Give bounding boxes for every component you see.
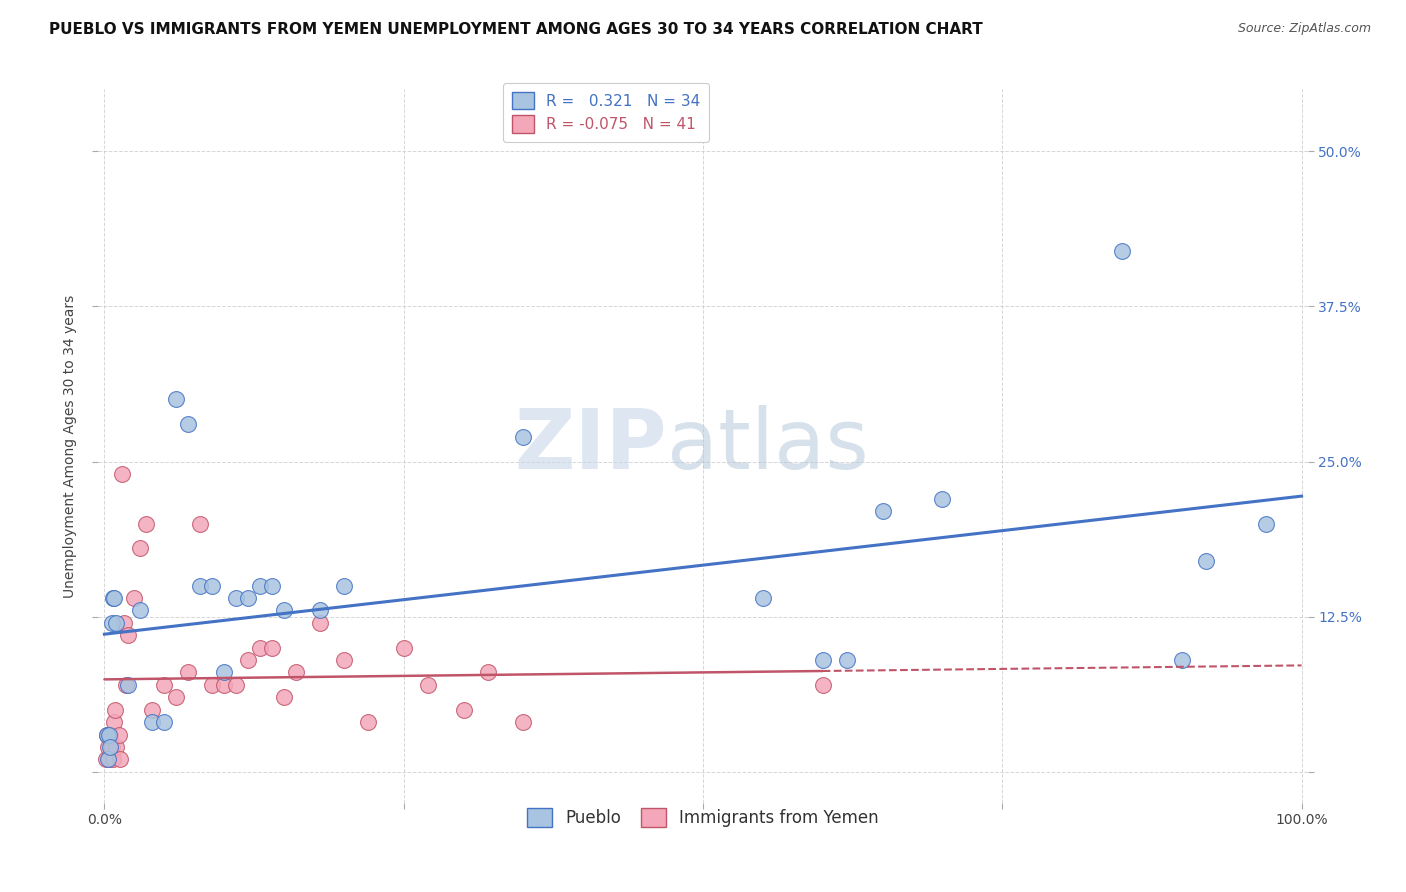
- Point: [97, 752, 120, 766]
- Point: [100, 739, 122, 754]
- Point: [153, 715, 176, 730]
- Point: [103, 715, 125, 730]
- Point: [811, 653, 834, 667]
- Point: [309, 603, 332, 617]
- Point: [1171, 653, 1194, 667]
- Point: [105, 615, 128, 630]
- Point: [101, 752, 124, 766]
- Text: atlas: atlas: [666, 406, 869, 486]
- Point: [931, 491, 953, 506]
- Point: [333, 579, 356, 593]
- Point: [105, 739, 128, 754]
- Point: [98, 752, 121, 766]
- Point: [165, 392, 187, 407]
- Point: [260, 640, 283, 655]
- Point: [225, 678, 247, 692]
- Point: [177, 417, 200, 432]
- Point: [98, 727, 121, 741]
- Point: [141, 703, 163, 717]
- Point: [103, 591, 125, 605]
- Y-axis label: Unemployment Among Ages 30 to 34 years: Unemployment Among Ages 30 to 34 years: [63, 294, 77, 598]
- Point: [153, 678, 176, 692]
- Point: [477, 665, 499, 680]
- Point: [115, 678, 138, 692]
- Point: [752, 591, 775, 605]
- Point: [1111, 244, 1133, 258]
- Point: [512, 715, 534, 730]
- Point: [273, 603, 295, 617]
- Point: [117, 678, 139, 692]
- Point: [1254, 516, 1277, 531]
- Point: [101, 591, 124, 605]
- Point: [249, 579, 271, 593]
- Text: Source: ZipAtlas.com: Source: ZipAtlas.com: [1237, 22, 1371, 36]
- Point: [97, 739, 120, 754]
- Point: [108, 752, 131, 766]
- Point: [453, 703, 475, 717]
- Point: [309, 615, 332, 630]
- Point: [100, 727, 122, 741]
- Point: [333, 653, 356, 667]
- Point: [260, 579, 283, 593]
- Point: [416, 678, 439, 692]
- Point: [124, 591, 146, 605]
- Point: [212, 665, 235, 680]
- Point: [129, 603, 152, 617]
- Point: [94, 752, 117, 766]
- Text: PUEBLO VS IMMIGRANTS FROM YEMEN UNEMPLOYMENT AMONG AGES 30 TO 34 YEARS CORRELATI: PUEBLO VS IMMIGRANTS FROM YEMEN UNEMPLOY…: [49, 22, 983, 37]
- Point: [236, 591, 259, 605]
- Point: [165, 690, 187, 705]
- Point: [96, 727, 118, 741]
- Point: [392, 640, 415, 655]
- Point: [201, 678, 224, 692]
- Point: [100, 615, 122, 630]
- Point: [1195, 554, 1218, 568]
- Point: [96, 727, 118, 741]
- Point: [225, 591, 247, 605]
- Point: [512, 430, 534, 444]
- Point: [135, 516, 157, 531]
- Point: [284, 665, 307, 680]
- Point: [104, 703, 127, 717]
- Point: [129, 541, 152, 556]
- Point: [212, 678, 235, 692]
- Legend: Pueblo, Immigrants from Yemen: Pueblo, Immigrants from Yemen: [520, 801, 886, 834]
- Point: [273, 690, 295, 705]
- Point: [811, 678, 834, 692]
- Point: [112, 615, 135, 630]
- Point: [236, 653, 259, 667]
- Point: [111, 467, 134, 481]
- Point: [357, 715, 380, 730]
- Point: [107, 727, 129, 741]
- Point: [188, 516, 211, 531]
- Point: [100, 739, 122, 754]
- Point: [177, 665, 200, 680]
- Point: [117, 628, 139, 642]
- Point: [201, 579, 224, 593]
- Point: [141, 715, 163, 730]
- Point: [188, 579, 211, 593]
- Point: [249, 640, 271, 655]
- Text: ZIP: ZIP: [515, 406, 666, 486]
- Point: [872, 504, 894, 518]
- Point: [835, 653, 858, 667]
